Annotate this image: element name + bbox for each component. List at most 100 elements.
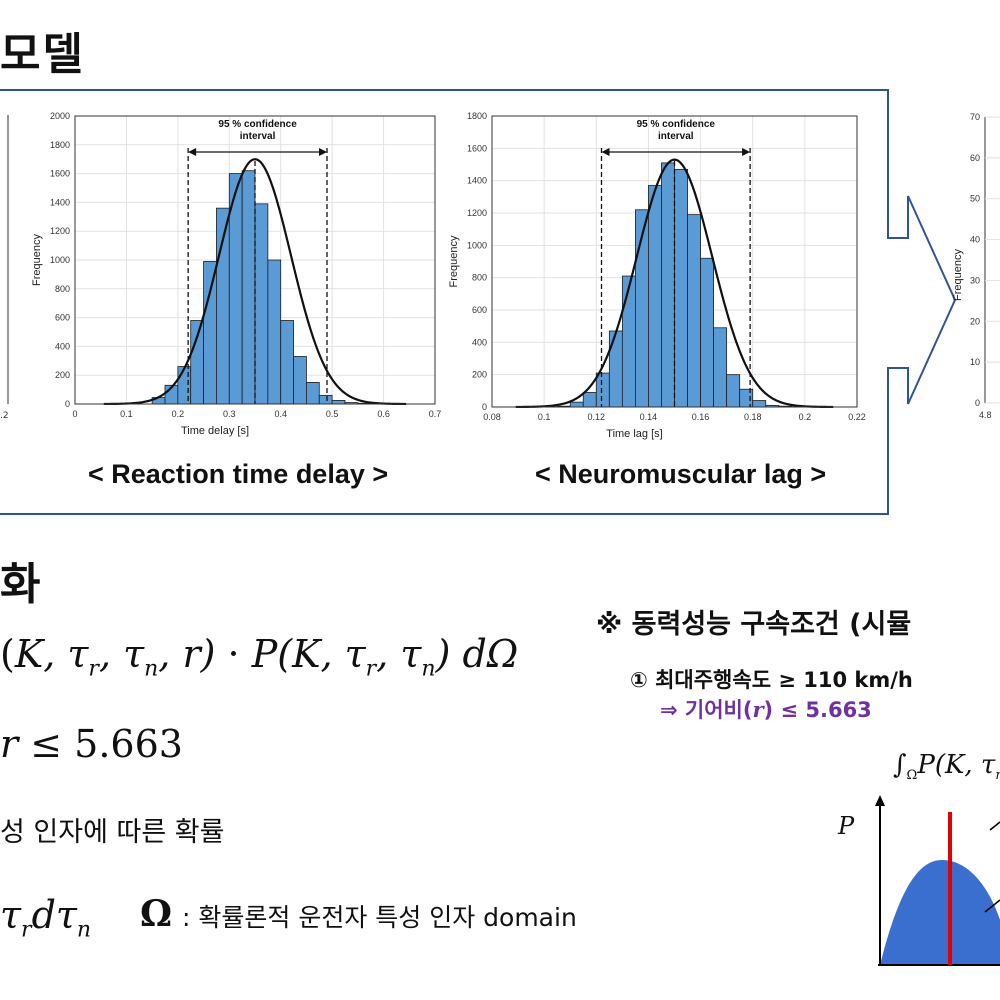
panel-frame [0, 89, 957, 515]
histogram-bar [267, 259, 282, 405]
caption-reaction-time-delay: < Reaction time delay > [88, 459, 389, 489]
formula-expected-value: (K, τr, τn, r) · P(K, τr, τn) dΩ [0, 632, 519, 682]
histogram-bar [674, 168, 688, 408]
right-partial-y-tick: 70 [970, 112, 980, 122]
right-partial-y-tick: 50 [970, 194, 980, 204]
right-partial-y-tick: 0 [975, 398, 980, 408]
y-tick-label: 1600 [467, 143, 487, 153]
histogram-bar [280, 320, 294, 405]
right-partial-y-tick: 60 [970, 153, 980, 163]
y-tick-label: 1000 [50, 255, 70, 265]
small-integral-expression: ∫ΩP(K, τr [893, 750, 1000, 784]
y-axis-label: Frequency [448, 235, 460, 287]
histogram-bar [648, 185, 662, 408]
left-partial-tick: .2 [0, 411, 9, 420]
y-tick-label: 1800 [467, 111, 487, 121]
y-tick-label: 0 [482, 402, 487, 412]
x-tick-label: 0.3 [223, 409, 236, 419]
histogram-bar [254, 203, 269, 405]
ci-arrowhead-left [188, 148, 197, 156]
ci-title-line1: 95 % confidence [218, 119, 297, 130]
x-tick-label: 0.18 [744, 412, 762, 422]
y-tick-label: 800 [55, 284, 70, 294]
histogram-bar [203, 261, 217, 405]
right-partial-ylabel: Frequency [952, 249, 964, 301]
left-partial-chart: .2 [0, 115, 9, 420]
caption-neuromuscular-lag: < Neuromuscular lag > [535, 459, 827, 489]
y-tick-label: 1600 [50, 169, 70, 179]
y-tick-label: 800 [472, 273, 487, 283]
y-tick-label: 1800 [50, 140, 70, 150]
histogram-bar [595, 372, 610, 408]
y-tick-label: 400 [472, 337, 487, 347]
x-tick-label: 0.1 [538, 412, 551, 422]
histogram-bar [608, 330, 623, 408]
histogram-bar [241, 170, 256, 405]
histogram-bar [661, 162, 675, 408]
x-axis-label: Time delay [s] [181, 425, 249, 437]
right-partial-y-tick: 30 [970, 275, 980, 285]
normal-fit-curve [515, 158, 834, 409]
y-tick-label: 0 [65, 399, 70, 409]
gear-ratio-condition: ⇒ 기어비(r) ≤ 5.663 [660, 697, 872, 722]
y-tick-label: 2000 [50, 111, 70, 121]
x-tick-label: 0.08 [483, 412, 501, 422]
formula-inequality: r ≤ 5.663 [0, 722, 183, 766]
ci-arrowhead-right [319, 148, 327, 156]
ci-arrowhead-right [742, 148, 751, 156]
histogram-bar [739, 388, 754, 408]
y-tick-label: 200 [55, 370, 70, 380]
ci-title-line1: 95 % confidence [637, 119, 716, 130]
y-tick-label: 1400 [467, 176, 487, 186]
y-tick-label: 1200 [467, 208, 487, 218]
x-tick-label: 0 [72, 409, 77, 419]
normal-fit-curve [103, 158, 407, 406]
histogram-bar [687, 214, 701, 408]
plot-frame [491, 115, 858, 408]
y-axis-label: Frequency [31, 234, 43, 286]
histogram-bar [318, 394, 333, 405]
formula-domain-differential: τrdτn [0, 893, 92, 943]
probability-description: 성 인자에 따른 확률 [0, 817, 225, 848]
histogram-bar [190, 320, 204, 405]
y-tick-label: 200 [472, 370, 487, 380]
y-tick-label: 1200 [50, 226, 70, 236]
x-tick-label: 0.2 [172, 409, 185, 419]
histogram-bar [569, 401, 584, 408]
page-title: 모델 [0, 29, 85, 80]
x-tick-label: 0.1 [120, 409, 133, 419]
histogram-bar [726, 374, 741, 408]
omega-symbol: Ω [140, 893, 173, 935]
y-tick-label: 600 [472, 305, 487, 315]
histogram-bar [306, 381, 320, 405]
sketch-pointer-2 [984, 899, 1000, 913]
histogram-bar [293, 356, 307, 405]
power-constraint-notice: ※ 동력성능 구속조건 (시뮬 [596, 609, 912, 640]
ci-title-line2: interval [240, 131, 276, 142]
x-tick-label: 0.5 [326, 409, 339, 419]
histogram-bar [621, 275, 636, 408]
section-title: 화 [0, 559, 41, 610]
sketch-area-fill [880, 860, 1000, 965]
right-partial-y-tick: 10 [970, 357, 980, 367]
x-axis-label: Time lag [s] [606, 428, 662, 440]
x-tick-label: 0.7 [429, 409, 442, 419]
ci-arrowhead-left [601, 148, 610, 156]
ci-title-line2: interval [658, 131, 694, 142]
x-tick-label: 0.22 [848, 412, 866, 422]
max-speed-condition: ① 최대주행속도 ≥ 110 km/h [630, 668, 913, 692]
plot-frame [74, 115, 436, 405]
x-tick-label: 0.16 [692, 412, 710, 422]
histogram-bar [331, 399, 346, 405]
histogram-bar [713, 327, 728, 408]
omega-description: : 확률론적 운전자 특성 인자 domain [182, 903, 577, 932]
sketch-y-axis-arrow [875, 795, 885, 806]
y-tick-label: 1400 [50, 197, 70, 207]
x-tick-label: 0.12 [588, 412, 606, 422]
panel-border-line [0, 89, 957, 515]
x-tick-label: 0.2 [799, 412, 812, 422]
y-tick-label: 400 [55, 341, 70, 351]
right-partial-y-tick: 20 [970, 316, 980, 326]
x-tick-label: 0.6 [377, 409, 390, 419]
